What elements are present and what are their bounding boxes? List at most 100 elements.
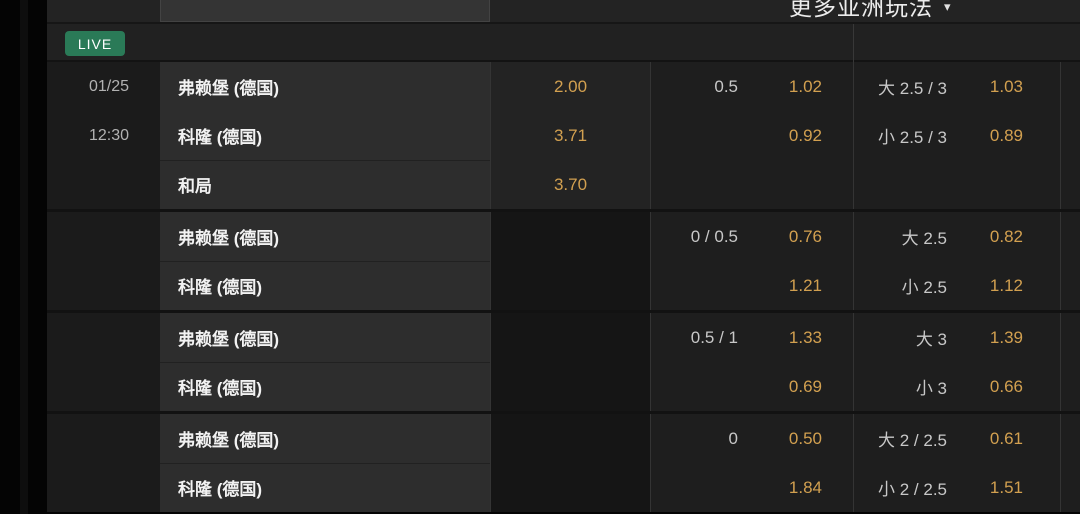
- handicap-odds-cell[interactable]: 1.84: [650, 463, 853, 512]
- handicap-line: 0 / 0.5: [690, 226, 738, 246]
- top-bar: 更多亚洲玩法 ▾: [47, 0, 1080, 24]
- win-odds-cell-empty: [490, 362, 650, 411]
- gutter-cell: [47, 463, 160, 512]
- next-column-stub: [1060, 212, 1080, 261]
- table-row: 12:30 科隆 (德国) 3.71 0.92 小 2.5 / 3 0.89: [47, 111, 1080, 160]
- handicap-odds-cell[interactable]: 1.21: [650, 261, 853, 310]
- left-page-margin: [0, 0, 47, 514]
- handicap-odds-cell[interactable]: 0.5 1.02: [650, 62, 853, 111]
- market-selector-partial[interactable]: [160, 0, 490, 22]
- handicap-odds-cell[interactable]: 0.92: [650, 111, 853, 160]
- next-column-stub: [1060, 414, 1080, 463]
- handicap-odds-cell[interactable]: 0.5 / 1 1.33: [650, 313, 853, 362]
- over-under-odds-cell[interactable]: 小 2.5 / 3 0.89: [853, 111, 1060, 160]
- gutter-cell: [47, 212, 160, 261]
- more-asian-markets-button[interactable]: 更多亚洲玩法 ▾: [789, 0, 951, 20]
- market-block: 弗赖堡 (德国) 0 0.50 大 2 / 2.5 0.61 科隆 (德国): [47, 414, 1080, 512]
- table-row: 弗赖堡 (德国) 0 0.50 大 2 / 2.5 0.61: [47, 414, 1080, 463]
- over-under-odds: 1.51: [989, 477, 1023, 497]
- win-odds-cell[interactable]: 3.71: [490, 111, 650, 160]
- over-under-odds-cell[interactable]: 小 3 0.66: [853, 362, 1060, 411]
- gutter-cell: [47, 261, 160, 310]
- handicap-odds-cell[interactable]: 0 / 0.5 0.76: [650, 212, 853, 261]
- market-block: 弗赖堡 (德国) 0 / 0.5 0.76 大 2.5 0.82 科隆 (德国): [47, 212, 1080, 310]
- win-odds-cell-empty: [490, 414, 650, 463]
- handicap-odds-cell[interactable]: 0 0.50: [650, 414, 853, 463]
- over-under-odds-cell[interactable]: 小 2 / 2.5 1.51: [853, 463, 1060, 512]
- team-name-cell: 科隆 (德国): [160, 111, 490, 160]
- table-row: 弗赖堡 (德国) 0 / 0.5 0.76 大 2.5 0.82: [47, 212, 1080, 261]
- next-column-stub: [1060, 62, 1080, 111]
- table-row: 01/25 弗赖堡 (德国) 2.00 0.5 1.02 大 2.5 / 3 1…: [47, 62, 1080, 111]
- over-under-line: 小 2.5: [901, 278, 947, 297]
- over-under-odds-cell[interactable]: 大 2 / 2.5 0.61: [853, 414, 1060, 463]
- draw-label-cell: 和局: [160, 160, 490, 209]
- over-under-odds-cell[interactable]: 小 2.5 1.12: [853, 261, 1060, 310]
- table-row: 科隆 (德国) 1.84 小 2 / 2.5 1.51: [47, 463, 1080, 512]
- handicap-odds-cell[interactable]: 0.69: [650, 362, 853, 411]
- gutter-cell: [47, 414, 160, 463]
- over-under-line: 大 2.5 / 3: [878, 79, 947, 98]
- handicap-odds: 0.92: [788, 125, 822, 145]
- gutter-cell: [47, 362, 160, 411]
- handicap-odds: 1.84: [788, 477, 822, 497]
- next-column-stub: [1060, 463, 1080, 512]
- over-under-odds: 0.61: [989, 428, 1023, 448]
- handicap-odds-cell: [650, 160, 853, 209]
- over-under-odds-cell[interactable]: 大 2.5 / 3 1.03: [853, 62, 1060, 111]
- team-name-cell: 弗赖堡 (德国): [160, 313, 490, 362]
- gutter-cell: [47, 160, 160, 209]
- handicap-odds: 0.76: [788, 226, 822, 246]
- team-name-cell: 科隆 (德国): [160, 362, 490, 411]
- more-asian-markets-label: 更多亚洲玩法: [789, 0, 933, 20]
- live-badge: LIVE: [65, 31, 125, 56]
- over-under-odds: 0.82: [989, 226, 1023, 246]
- chevron-down-icon: ▾: [944, 0, 951, 14]
- table-row: 科隆 (德国) 0.69 小 3 0.66: [47, 362, 1080, 411]
- handicap-line: 0: [728, 428, 738, 448]
- block-separator: [47, 411, 1080, 414]
- over-under-odds: 1.39: [989, 327, 1023, 347]
- handicap-line: 0.5 / 1: [690, 327, 738, 347]
- live-status-row: LIVE: [47, 24, 1080, 62]
- match-date: 01/25: [47, 62, 160, 111]
- handicap-odds: 0.69: [788, 376, 822, 396]
- block-separator: [47, 209, 1080, 212]
- next-column-stub: [1060, 261, 1080, 310]
- handicap-odds: 1.33: [788, 327, 822, 347]
- handicap-odds: 1.02: [788, 76, 822, 96]
- over-under-odds: 0.89: [989, 125, 1023, 145]
- win-odds-cell-empty: [490, 212, 650, 261]
- market-block: 弗赖堡 (德国) 0.5 / 1 1.33 大 3 1.39 科隆 (德国): [47, 313, 1080, 411]
- scrollbar-track[interactable]: [20, 0, 28, 514]
- team-name-cell: 弗赖堡 (德国): [160, 414, 490, 463]
- column-divider: [853, 24, 854, 62]
- team-name-cell: 科隆 (德国): [160, 463, 490, 512]
- block-separator: [47, 310, 1080, 313]
- over-under-odds: 0.66: [989, 376, 1023, 396]
- next-column-stub: [1060, 313, 1080, 362]
- handicap-line: 0.5: [714, 76, 738, 96]
- over-under-line: 大 2 / 2.5: [878, 431, 947, 450]
- table-row: 弗赖堡 (德国) 0.5 / 1 1.33 大 3 1.39: [47, 313, 1080, 362]
- over-under-odds-cell[interactable]: 大 3 1.39: [853, 313, 1060, 362]
- table-row: 和局 3.70: [47, 160, 1080, 209]
- gutter-cell: [47, 313, 160, 362]
- win-odds-cell-empty: [490, 463, 650, 512]
- match-time: 12:30: [47, 111, 160, 160]
- over-under-line: 大 3: [915, 330, 947, 349]
- odds-panel: 更多亚洲玩法 ▾ LIVE 01/25 弗赖堡 (德国) 2.00 0.5 1.…: [47, 0, 1080, 514]
- win-odds-cell-empty: [490, 261, 650, 310]
- over-under-odds: 1.03: [989, 76, 1023, 96]
- team-name-cell: 科隆 (德国): [160, 261, 490, 310]
- table-row: 科隆 (德国) 1.21 小 2.5 1.12: [47, 261, 1080, 310]
- next-column-stub: [1060, 111, 1080, 160]
- win-odds-cell[interactable]: 3.70: [490, 160, 650, 209]
- over-under-odds-cell[interactable]: 大 2.5 0.82: [853, 212, 1060, 261]
- win-odds-cell[interactable]: 2.00: [490, 62, 650, 111]
- over-under-line: 小 2.5 / 3: [878, 128, 947, 147]
- over-under-odds: 1.12: [989, 275, 1023, 295]
- next-column-stub: [1060, 362, 1080, 411]
- win-odds-cell-empty: [490, 313, 650, 362]
